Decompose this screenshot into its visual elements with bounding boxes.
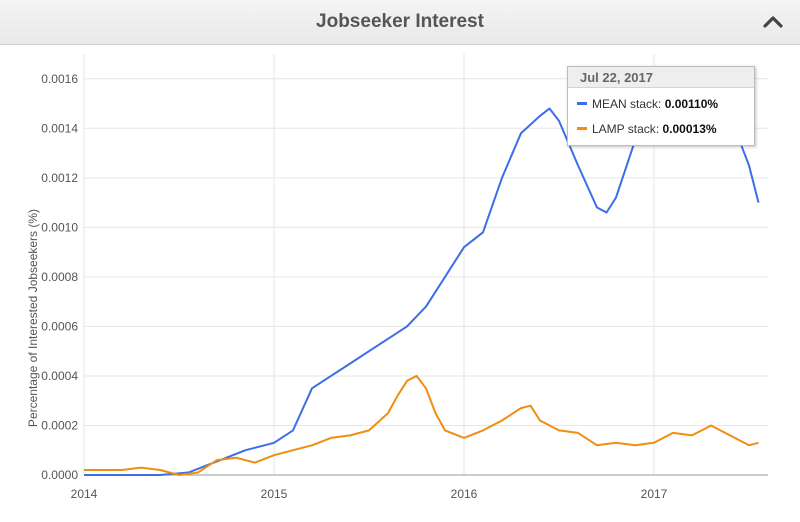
- chevron-up-icon: [763, 16, 783, 28]
- series-line-mean-stack: [84, 107, 760, 476]
- y-tick-label: 0.0010: [41, 220, 78, 234]
- x-tick-label: 2017: [641, 487, 668, 501]
- x-tick-label: 2015: [261, 487, 288, 501]
- panel-title: Jobseeker Interest: [316, 11, 484, 32]
- mean-swatch: [577, 102, 587, 106]
- tooltip-value: 0.00110%: [664, 97, 719, 111]
- y-tick-label: 0.0012: [41, 171, 78, 185]
- chart-tooltip: Jul 22, 2017 MEAN stack: 0.00110% LAMP s…: [567, 66, 755, 146]
- tooltip-value: 0.00013%: [662, 122, 717, 136]
- x-tick-label: 2014: [71, 487, 98, 501]
- collapse-button[interactable]: [760, 9, 786, 35]
- y-tick-label: 0.0002: [41, 418, 78, 432]
- tooltip-row-lamp: LAMP stack: 0.00013%: [577, 122, 717, 136]
- series-line-lamp-stack: [84, 374, 759, 476]
- y-tick-label: 0.0006: [41, 319, 78, 333]
- x-tick-label: 2016: [451, 487, 478, 501]
- tooltip-header: Jul 22, 2017: [568, 67, 754, 88]
- tooltip-row-mean: MEAN stack: 0.00110%: [577, 97, 718, 111]
- y-tick-label: 0.0004: [41, 369, 78, 383]
- y-tick-label: 0.0000: [41, 468, 78, 482]
- y-tick-label: 0.0008: [41, 270, 78, 284]
- tooltip-date: Jul 22, 2017: [580, 70, 653, 85]
- panel-header: Jobseeker Interest: [0, 0, 800, 45]
- y-tick-label: 0.0014: [41, 121, 78, 135]
- y-tick-label: 0.0016: [41, 72, 78, 86]
- tooltip-label: MEAN stack: [592, 97, 659, 111]
- tooltip-label: LAMP stack: [592, 122, 656, 136]
- lamp-swatch: [577, 127, 587, 131]
- y-axis-label: Percentage of Interested Jobseekers (%): [26, 208, 40, 428]
